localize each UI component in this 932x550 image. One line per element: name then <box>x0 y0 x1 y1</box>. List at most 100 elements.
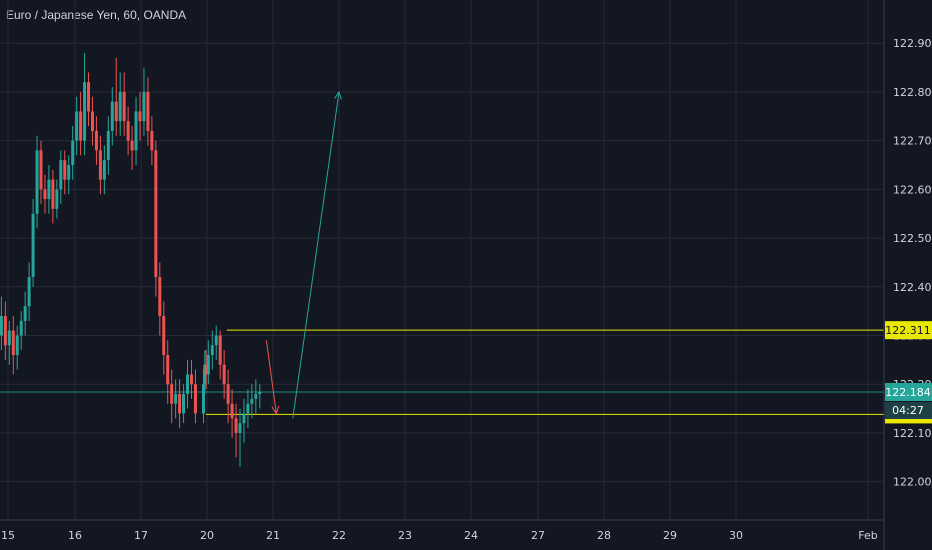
current-price-tag-label: 122.184 <box>885 386 931 399</box>
candle-body <box>47 179 51 200</box>
y-tick-label: 122.700 <box>893 135 932 148</box>
arrows-layer <box>265 90 342 419</box>
candle-body <box>11 330 15 355</box>
candle-body <box>189 374 193 385</box>
candle-body <box>71 140 75 166</box>
candle-body <box>106 130 110 161</box>
candle-body <box>146 91 150 131</box>
candle-body <box>83 82 87 141</box>
x-tick-label: 20 <box>200 529 214 542</box>
arrow-down-head <box>271 405 280 415</box>
candle-body <box>138 111 142 122</box>
candle-body <box>102 160 106 180</box>
arrow-up-shaft <box>292 91 340 419</box>
candle-body <box>51 179 55 209</box>
candle-body <box>193 384 197 414</box>
candle-body <box>27 277 31 307</box>
candle-body <box>214 335 218 346</box>
candle-body <box>3 316 7 346</box>
levels-layer <box>0 329 884 415</box>
candle-body <box>158 277 162 317</box>
candle-body <box>23 306 27 321</box>
candle-body <box>246 403 250 414</box>
candles-layer <box>0 52 262 468</box>
candle-body <box>222 364 226 385</box>
candle-body <box>87 82 91 112</box>
candle-body <box>59 160 63 190</box>
candle-body <box>142 91 146 122</box>
candle-body <box>178 393 182 414</box>
candle-body <box>258 392 262 394</box>
candle-body <box>7 330 11 346</box>
candle-body <box>75 111 79 141</box>
candle-body <box>126 121 130 141</box>
arrow-down-shaft <box>265 340 277 414</box>
y-tick-label: 122.600 <box>893 183 932 196</box>
candle-body <box>150 130 154 151</box>
candle-body <box>118 91 122 122</box>
current-price-tag <box>885 383 932 402</box>
y-tick-label: 122.900 <box>893 37 932 50</box>
x-tick-label: 17 <box>134 529 148 542</box>
y-tick-label: 122.500 <box>893 232 932 245</box>
x-tick-label: 27 <box>531 529 545 542</box>
y-tick-label: 122.100 <box>893 427 932 440</box>
candle-body <box>39 150 43 190</box>
candle-body <box>210 345 214 355</box>
candle-body <box>63 160 67 180</box>
candle-body <box>35 150 39 214</box>
x-tick-label: 15 <box>1 529 15 542</box>
candle-body <box>166 354 170 385</box>
y-tick-label: 122.000 <box>893 476 932 489</box>
x-tick-label: 28 <box>597 529 611 542</box>
candle-body <box>250 398 254 404</box>
countdown-label: 04:27 <box>892 404 924 417</box>
candle-body <box>162 316 166 355</box>
candle-body <box>110 101 114 131</box>
candle-body <box>98 150 102 180</box>
candle-body <box>254 393 258 399</box>
candle-body <box>230 403 234 419</box>
candle-body <box>206 354 210 375</box>
candle-body <box>31 213 35 278</box>
candle-body <box>79 111 83 141</box>
x-tick-label: 23 <box>398 529 412 542</box>
y-tick-label: 122.400 <box>893 281 932 294</box>
candle-body <box>174 393 178 404</box>
grid-lines <box>0 0 884 520</box>
candle-body <box>134 111 138 151</box>
x-tick-label: 30 <box>729 529 743 542</box>
countdown-tag <box>885 402 932 420</box>
candle-body <box>90 111 94 131</box>
x-tick-label: 21 <box>266 529 280 542</box>
resistance-tag-label: 122.311 <box>885 324 931 337</box>
candle-body <box>15 335 19 355</box>
candle-body <box>201 384 205 414</box>
candle-body <box>182 393 186 414</box>
candle-body <box>130 140 134 151</box>
candle-body <box>67 165 71 180</box>
candle-body <box>170 384 174 404</box>
x-tick-label: 22 <box>332 529 346 542</box>
candle-body <box>238 423 242 433</box>
x-tick-label: 16 <box>68 529 82 542</box>
candle-body <box>204 364 208 375</box>
candle-body <box>114 101 118 122</box>
candle-body <box>234 418 238 433</box>
y-tick-label: 122.800 <box>893 86 932 99</box>
resistance-tag <box>885 321 932 340</box>
candle-body <box>154 150 158 278</box>
arrow-up-head <box>334 90 342 100</box>
candle-body <box>186 374 190 394</box>
candle-body <box>43 189 47 200</box>
candle-body <box>55 189 59 209</box>
x-tick-label: Feb <box>858 529 877 542</box>
candle-body <box>122 91 126 122</box>
x-tick-label: 29 <box>663 529 677 542</box>
candle-body <box>94 130 98 151</box>
x-tick-label: 24 <box>464 529 478 542</box>
candle-body <box>226 384 230 404</box>
